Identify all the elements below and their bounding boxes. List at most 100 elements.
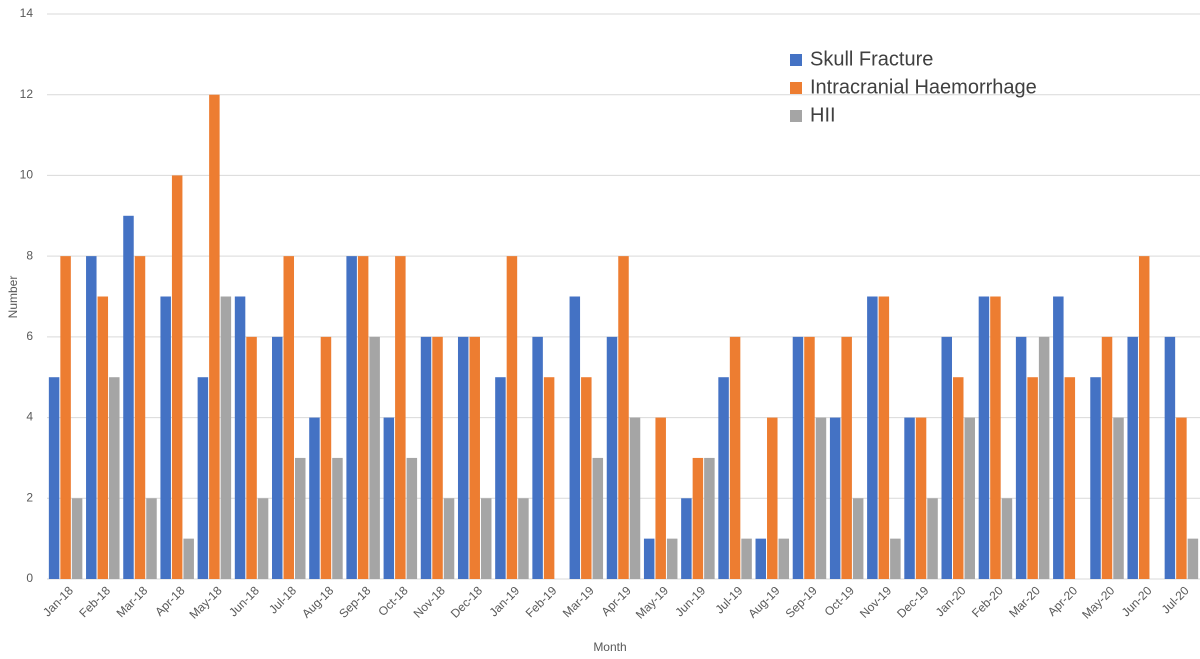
bar bbox=[1127, 336, 1138, 579]
y-tick-label: 0 bbox=[26, 571, 33, 585]
bar bbox=[183, 538, 194, 579]
x-tick-label: Oct-19 bbox=[822, 583, 858, 619]
bar bbox=[197, 377, 209, 579]
bar bbox=[395, 256, 406, 579]
bar bbox=[990, 296, 1001, 579]
bar bbox=[346, 256, 357, 579]
bar bbox=[829, 417, 841, 579]
x-tick-label: Aug-18 bbox=[299, 583, 336, 620]
x-tick-label: Aug-19 bbox=[745, 583, 782, 620]
bar bbox=[443, 498, 455, 579]
bar bbox=[964, 417, 975, 579]
bar bbox=[1187, 538, 1199, 579]
bar bbox=[369, 336, 380, 579]
x-tick-label: Sep-19 bbox=[783, 583, 820, 620]
bar bbox=[1038, 336, 1050, 579]
bar bbox=[618, 256, 629, 579]
bar bbox=[532, 336, 543, 579]
x-tick-label: May-20 bbox=[1079, 583, 1117, 621]
bar bbox=[941, 336, 952, 579]
bar bbox=[1001, 498, 1013, 579]
bar bbox=[457, 336, 469, 579]
x-tick-label: Mar-20 bbox=[1006, 583, 1043, 620]
bar bbox=[234, 296, 246, 579]
bar bbox=[480, 498, 492, 579]
bar bbox=[1064, 377, 1076, 579]
x-tick-label: Apr-20 bbox=[1045, 583, 1081, 619]
bar bbox=[97, 296, 109, 579]
y-tick-label: 8 bbox=[26, 248, 33, 262]
bar bbox=[718, 377, 729, 579]
bar bbox=[852, 498, 864, 579]
bar bbox=[904, 417, 915, 579]
bar bbox=[890, 538, 901, 579]
x-tick-label: Jun-18 bbox=[226, 583, 262, 619]
x-tick-label: Nov-18 bbox=[411, 583, 448, 620]
bar bbox=[109, 377, 120, 579]
x-tick-label: Jul-18 bbox=[266, 583, 299, 616]
bar bbox=[283, 256, 295, 579]
bar bbox=[383, 417, 395, 579]
bar bbox=[581, 377, 592, 579]
bar bbox=[220, 296, 232, 579]
bar bbox=[1113, 417, 1124, 579]
bar bbox=[257, 498, 269, 579]
y-tick-label: 10 bbox=[20, 168, 34, 182]
bar bbox=[357, 256, 369, 579]
x-tick-label: Dec-18 bbox=[448, 583, 485, 620]
bar bbox=[841, 336, 852, 579]
bar bbox=[432, 336, 443, 579]
bar bbox=[171, 175, 183, 579]
bar bbox=[978, 296, 990, 579]
bar bbox=[1176, 417, 1187, 579]
bar bbox=[778, 538, 790, 579]
legend-label: Intracranial Haemorrhage bbox=[810, 76, 1037, 98]
bar bbox=[1101, 336, 1113, 579]
bar bbox=[48, 377, 60, 579]
bar bbox=[86, 256, 97, 579]
bar bbox=[518, 498, 529, 579]
bar bbox=[815, 417, 827, 579]
bar bbox=[420, 336, 432, 579]
y-tick-label: 12 bbox=[20, 87, 34, 101]
y-tick-label: 14 bbox=[20, 6, 34, 20]
bar bbox=[209, 94, 220, 579]
bar bbox=[1027, 377, 1038, 579]
bar bbox=[160, 296, 171, 579]
bar bbox=[867, 296, 878, 579]
bar bbox=[927, 498, 938, 579]
bar bbox=[741, 538, 752, 579]
x-tick-label: Apr-18 bbox=[152, 583, 188, 619]
x-tick-label: Jan-19 bbox=[486, 583, 522, 619]
x-tick-label: Feb-18 bbox=[76, 583, 113, 620]
bar bbox=[952, 377, 964, 579]
bar bbox=[60, 256, 71, 579]
legend-swatch bbox=[790, 54, 802, 66]
x-tick-label: May-18 bbox=[187, 583, 225, 621]
x-tick-label: Mar-18 bbox=[114, 583, 151, 620]
bar bbox=[1090, 377, 1101, 579]
x-tick-label: Oct-18 bbox=[375, 583, 411, 619]
legend-label: Skull Fracture bbox=[810, 48, 933, 70]
legend-swatch bbox=[790, 82, 802, 94]
bar bbox=[681, 498, 692, 579]
bar bbox=[606, 336, 618, 579]
x-tick-label: May-19 bbox=[633, 583, 671, 621]
bar bbox=[1015, 336, 1027, 579]
y-axis-label: Number bbox=[6, 276, 20, 319]
legend: Skull Fracture Intracranial Haemorrhage HI… bbox=[790, 48, 1037, 126]
bar bbox=[543, 377, 555, 579]
bar bbox=[1138, 256, 1150, 579]
bar bbox=[272, 336, 283, 579]
bar bbox=[755, 538, 767, 579]
bar bbox=[295, 457, 306, 579]
x-tick-label: Mar-19 bbox=[560, 583, 597, 620]
bar bbox=[643, 538, 655, 579]
bar bbox=[246, 336, 257, 579]
bar bbox=[332, 457, 343, 579]
x-tick-label: Nov-19 bbox=[857, 583, 894, 620]
x-tick-label: Jan-20 bbox=[933, 583, 969, 619]
x-tick-label: Jul-19 bbox=[712, 583, 745, 616]
legend-label: HII bbox=[810, 104, 836, 126]
